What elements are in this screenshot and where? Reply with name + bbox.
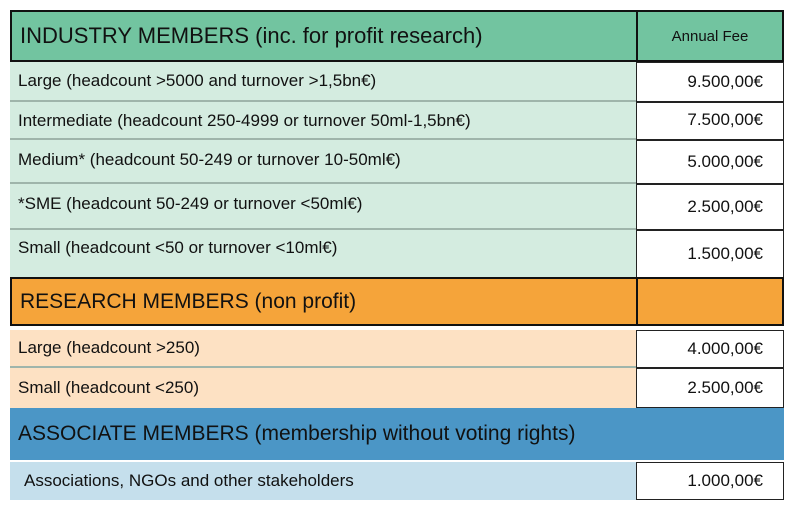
industry-row-intermediate: Intermediate (headcount 250-4999 or turn… [10, 102, 636, 140]
industry-row-sme: *SME (headcount 50-249 or turnover <50ml… [10, 184, 636, 230]
industry-row-medium: Medium* (headcount 50-249 or turnover 10… [10, 140, 636, 184]
associate-fee-stakeholders: 1.000,00€ [636, 462, 784, 500]
industry-fee-large: 9.500,00€ [636, 62, 784, 102]
industry-fee-intermediate: 7.500,00€ [636, 102, 784, 140]
industry-fee-medium: 5.000,00€ [636, 140, 784, 184]
research-row-large: Large (headcount >250) [10, 330, 636, 368]
industry-row-small: Small (headcount <50 or turnover <10ml€) [10, 230, 636, 278]
associate-fee-header [636, 408, 784, 460]
industry-fee-small: 1.500,00€ [636, 230, 784, 278]
research-row-small: Small (headcount <250) [10, 368, 636, 408]
research-header: RESEARCH MEMBERS (non profit) [10, 277, 638, 326]
annual-fee-column-header: Annual Fee [636, 10, 784, 62]
associate-row-stakeholders: Associations, NGOs and other stakeholder… [10, 462, 636, 500]
industry-fee-sme: 2.500,00€ [636, 184, 784, 230]
industry-row-large: Large (headcount >5000 and turnover >1,5… [10, 62, 636, 102]
research-fee-large: 4.000,00€ [636, 330, 784, 368]
research-fee-small: 2.500,00€ [636, 368, 784, 408]
industry-header: INDUSTRY MEMBERS (inc. for profit resear… [10, 10, 638, 62]
research-fee-header [636, 277, 784, 326]
associate-header: ASSOCIATE MEMBERS (membership without vo… [10, 408, 636, 460]
